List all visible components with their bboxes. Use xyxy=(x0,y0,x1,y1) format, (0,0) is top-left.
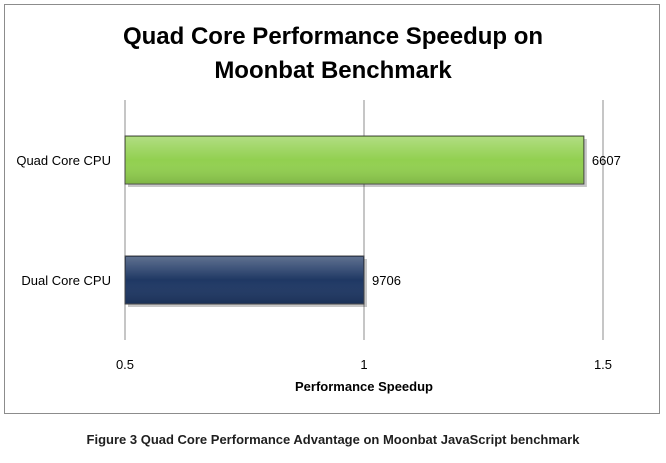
chart-frame xyxy=(4,4,660,414)
category-label-quad-core-cpu: Quad Core CPU xyxy=(16,153,111,168)
bar-group-dual-core-cpu xyxy=(124,255,367,307)
x-tick-label-2: 1.5 xyxy=(594,357,612,372)
bar-sheen-quad-core-cpu xyxy=(126,137,583,183)
chart-title-line-1: Quad Core Performance Speedup on xyxy=(123,23,543,50)
x-axis-label: Performance Speedup xyxy=(295,379,433,394)
chart-title-line-2: Moonbat Benchmark xyxy=(214,57,452,84)
data-label-quad-core-cpu: 6607 xyxy=(592,153,621,168)
x-tick-label-1: 1 xyxy=(360,357,367,372)
bar-sheen-dual-core-cpu xyxy=(126,257,363,303)
category-label-dual-core-cpu: Dual Core CPU xyxy=(21,273,111,288)
data-label-dual-core-cpu: 9706 xyxy=(372,273,401,288)
x-tick-label-0: 0.5 xyxy=(116,357,134,372)
figure-caption: Figure 3 Quad Core Performance Advantage… xyxy=(86,432,580,447)
bar-group-quad-core-cpu xyxy=(124,135,587,187)
